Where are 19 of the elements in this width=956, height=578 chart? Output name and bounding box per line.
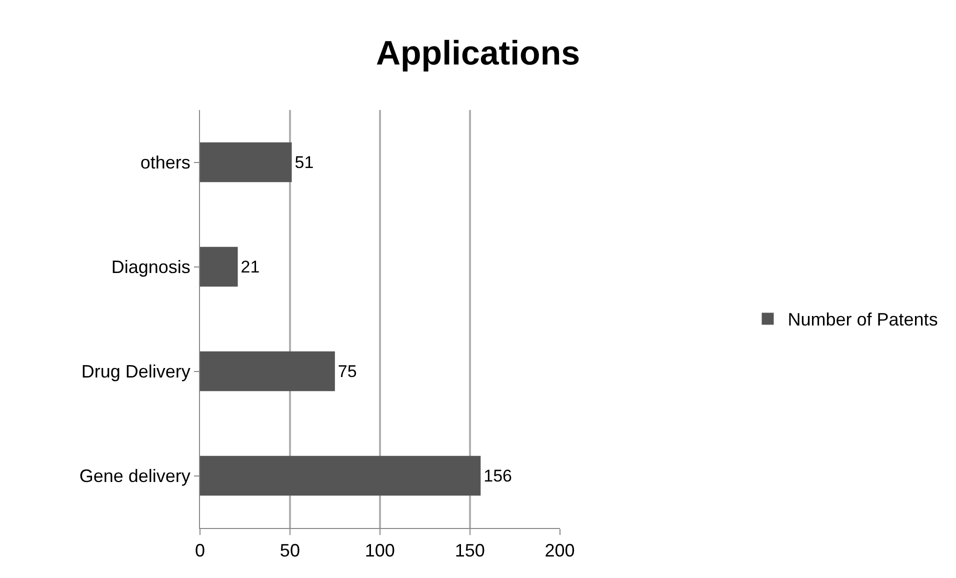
x-tick-label: 0	[194, 540, 206, 561]
y-tick-label: Gene delivery	[79, 466, 190, 486]
chart-title: Applications	[376, 34, 580, 72]
data-label: 75	[338, 362, 357, 381]
x-tick-label: 150	[454, 540, 485, 561]
data-label: 21	[240, 257, 260, 276]
bar	[200, 142, 292, 182]
y-tick-label: others	[140, 152, 190, 173]
bar	[200, 351, 335, 392]
y-tick-label: Drug Delivery	[81, 362, 190, 382]
data-label: 51	[294, 152, 314, 172]
data-label: 156	[484, 466, 512, 486]
bar	[200, 456, 481, 496]
x-tick-label: 50	[280, 540, 300, 561]
x-tick-label: 200	[544, 540, 575, 561]
bar	[200, 246, 238, 287]
y-tick-label: Diagnosis	[111, 257, 190, 278]
x-tick-label: 100	[364, 540, 395, 561]
legend-label: Number of Patents	[788, 310, 938, 330]
